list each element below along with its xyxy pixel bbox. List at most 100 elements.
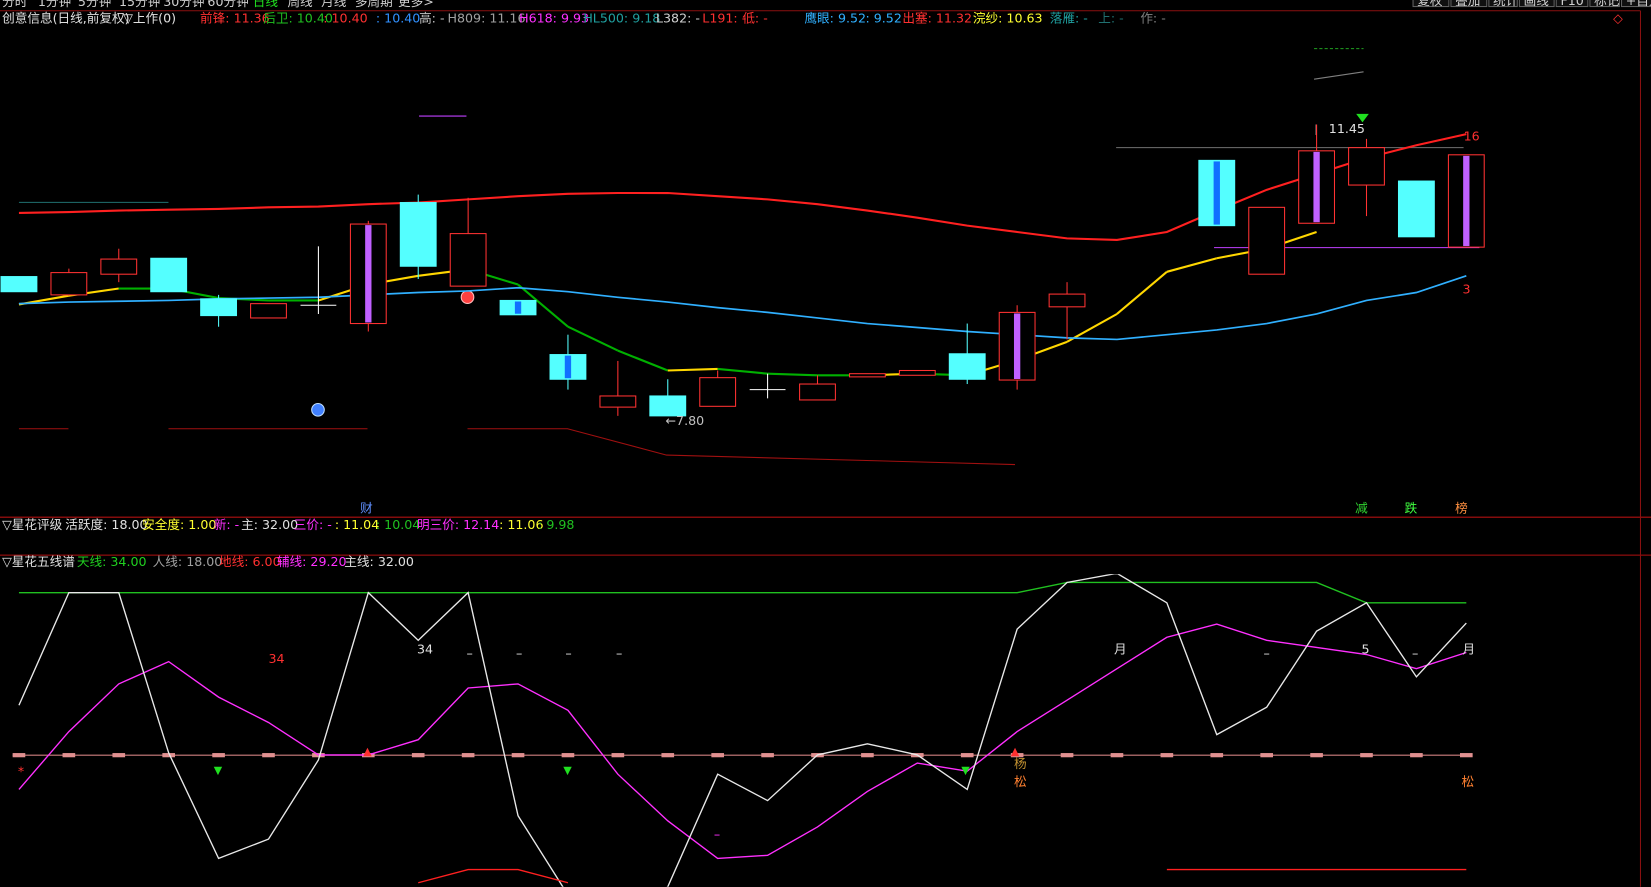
candle-body (649, 395, 687, 417)
panel-title[interactable]: ▽星花五线谱 (2, 554, 75, 569)
period-tab[interactable]: 30分钟 (163, 0, 204, 9)
indicator-line-segment (1066, 313, 1118, 343)
period-tab[interactable]: 15分钟 (119, 0, 160, 9)
indicator-value: H618: 9.93 (519, 11, 589, 26)
chart-annotation: * (18, 764, 24, 779)
panel-indicator: 辅线: 29.20 (277, 554, 347, 569)
chart-annotation: 月 (1114, 641, 1127, 656)
baseline-marker (212, 753, 225, 758)
toolbar-button[interactable] (1518, 0, 1555, 8)
chart-annotation: 松 (1461, 774, 1474, 789)
indicator-line-segment (617, 349, 669, 372)
indicator-line-segment (717, 367, 768, 375)
indicator-value: 出塞: 11.32 (902, 11, 972, 26)
indicator-line-segment (1166, 257, 1218, 273)
mode-toggle[interactable]: ▽上作(0) (123, 11, 176, 26)
chart-annotation: 16 (1464, 129, 1480, 144)
indicator-value: 后卫: 10.40 (263, 11, 333, 26)
signal-arrow (213, 766, 223, 776)
candle-body (898, 369, 936, 376)
indicator-line (18, 581, 1467, 604)
candle-body (449, 233, 487, 287)
chart-annotation: 3 (1463, 281, 1471, 296)
indicator-value: : 9.52 (866, 11, 902, 26)
baseline-marker (711, 753, 724, 758)
indicator-value: 作: - (1140, 11, 1165, 26)
toolbar-button[interactable] (1589, 0, 1620, 8)
candle-body (0, 276, 38, 293)
baseline-marker (1210, 753, 1224, 758)
chart-annotation: 月 (1463, 641, 1476, 656)
panel-indicator: 三价: - (294, 517, 332, 532)
candle-body (1397, 180, 1435, 238)
toolbar-button[interactable] (1412, 0, 1450, 8)
period-tab[interactable]: 周线 (287, 0, 313, 9)
candle-stripe (514, 301, 522, 314)
toolbar-button-label[interactable]: 画线 (1524, 0, 1550, 8)
baseline-marker (1459, 753, 1473, 758)
period-tab[interactable]: 更多> (398, 0, 434, 9)
baseline-marker (960, 753, 974, 758)
baseline-marker (761, 753, 774, 758)
period-tab[interactable]: 60分钟 (207, 0, 248, 9)
panel-indicator: 明三价: 12.14 (417, 517, 499, 532)
period-tab[interactable]: 分时 (2, 0, 28, 9)
panel-indicator: : 9.98 (538, 517, 574, 532)
chart-annotation: – (616, 646, 622, 661)
panel-indicator: 安全度: 1.00 (142, 517, 216, 532)
chart-annotation: 34 (417, 641, 433, 656)
candle-body (399, 202, 437, 267)
period-tab[interactable]: 多周期 (355, 0, 393, 9)
candle-body (1048, 293, 1086, 308)
indicator-line (18, 274, 1467, 341)
baseline-marker (1310, 753, 1323, 758)
candle-body (1248, 206, 1286, 275)
period-tab[interactable]: 5分钟 (78, 0, 111, 9)
level-line (1313, 71, 1364, 80)
chart-annotation: – (1412, 646, 1418, 661)
baseline-marker (112, 753, 126, 758)
chart-annotation: 11.45 (1329, 121, 1365, 136)
candle-stripe (1013, 313, 1021, 379)
toolbar-button[interactable] (1488, 0, 1518, 8)
candle-body (848, 373, 886, 378)
period-tab[interactable]: 1分钟 (38, 0, 71, 9)
chart-annotation: – (565, 646, 571, 661)
toolbar-button-label[interactable]: F10 (1560, 0, 1583, 8)
panel-title[interactable]: ▽星花评级 (2, 517, 63, 532)
toolbar-button[interactable] (1450, 0, 1488, 8)
toolbar-button-label[interactable]: 叠加 (1455, 0, 1480, 8)
panel-indicator: 主: 32.00 (241, 517, 298, 532)
baseline-marker (561, 753, 575, 758)
indicator-value: 落雁: - (1050, 11, 1088, 26)
toolbar-button-label[interactable]: +自选 (1626, 0, 1651, 8)
indicator-value: L191: - (702, 11, 746, 26)
signal-arrow (563, 766, 572, 776)
candle-body (699, 377, 737, 407)
period-tab[interactable]: 月线 (321, 0, 347, 9)
panel-indicator: 地线: 6.00 (219, 554, 281, 569)
candle-stripe (564, 355, 572, 379)
candle-body (200, 298, 238, 317)
indicator-value: : 10.40 (376, 11, 420, 26)
toolbar-button-label[interactable]: 复权 (1417, 0, 1443, 8)
period-tab[interactable]: 日线 (253, 0, 279, 9)
chart-annotation: 34 (268, 651, 284, 666)
chart-annotation: – (466, 646, 472, 661)
toolbar-button[interactable] (1620, 0, 1651, 8)
signal-arrow (363, 747, 372, 757)
candle-stripe (365, 225, 372, 323)
toolbar-button[interactable] (1555, 0, 1589, 8)
chart-annotation: ←7.80 (665, 413, 704, 428)
chart-annotation: – (516, 646, 522, 661)
chart-annotation: 杨 (1014, 756, 1027, 771)
icons (18, 48, 1480, 466)
candle-stripe (1313, 151, 1320, 223)
panel-indicator: 新: - (214, 517, 239, 532)
toolbar-button-label[interactable]: 标记 (1594, 0, 1620, 8)
indicator-value: 前锋: 11.36 (200, 11, 270, 26)
candle-stripe (1463, 155, 1470, 247)
level-line (467, 428, 1016, 466)
toolbar-button-label[interactable]: 统计 (1493, 0, 1519, 8)
